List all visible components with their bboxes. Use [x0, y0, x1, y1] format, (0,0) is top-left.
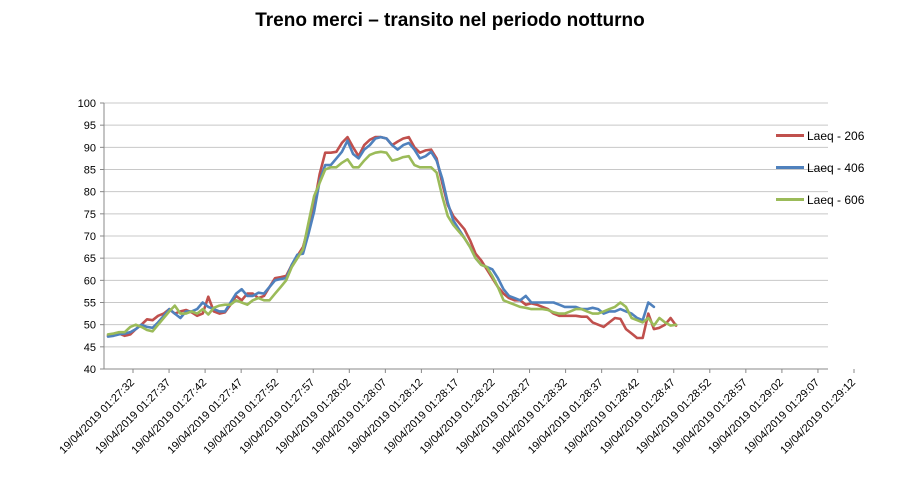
y-tick-label: 90: [84, 142, 96, 154]
y-tick-labels: 40 45 50 55 60 65 70 75 80 85 90 95 100: [78, 98, 96, 376]
series-line-laeq-406: [106, 135, 656, 338]
y-tick-label: 40: [84, 364, 96, 376]
y-tick-label: 80: [84, 187, 96, 199]
axes: [100, 102, 855, 373]
y-tick-label: 70: [84, 231, 96, 243]
legend-label-406: Laeq - 406: [807, 161, 865, 175]
y-tick-label: 50: [84, 320, 96, 332]
series-lines: [106, 135, 678, 340]
y-tick-label: 60: [84, 275, 96, 287]
y-tick-label: 45: [84, 342, 96, 354]
legend-label-606: Laeq - 606: [807, 193, 865, 207]
gridlines: [104, 102, 828, 370]
legend-label-206: Laeq - 206: [807, 129, 865, 143]
y-tick-label: 95: [84, 120, 96, 132]
series-line-laeq-606: [106, 150, 678, 336]
y-tick-label: 75: [84, 209, 96, 221]
chart-title: Treno merci – transito nel periodo nottu…: [255, 10, 645, 31]
y-tick-label: 85: [84, 165, 96, 177]
legend-swatch-206: [776, 134, 804, 137]
y-tick-label: 65: [84, 253, 96, 265]
y-tick-label: 100: [78, 98, 96, 110]
legend-swatch-606: [776, 198, 804, 201]
legend-swatch-406: [776, 166, 804, 169]
y-tick-label: 55: [84, 298, 96, 310]
